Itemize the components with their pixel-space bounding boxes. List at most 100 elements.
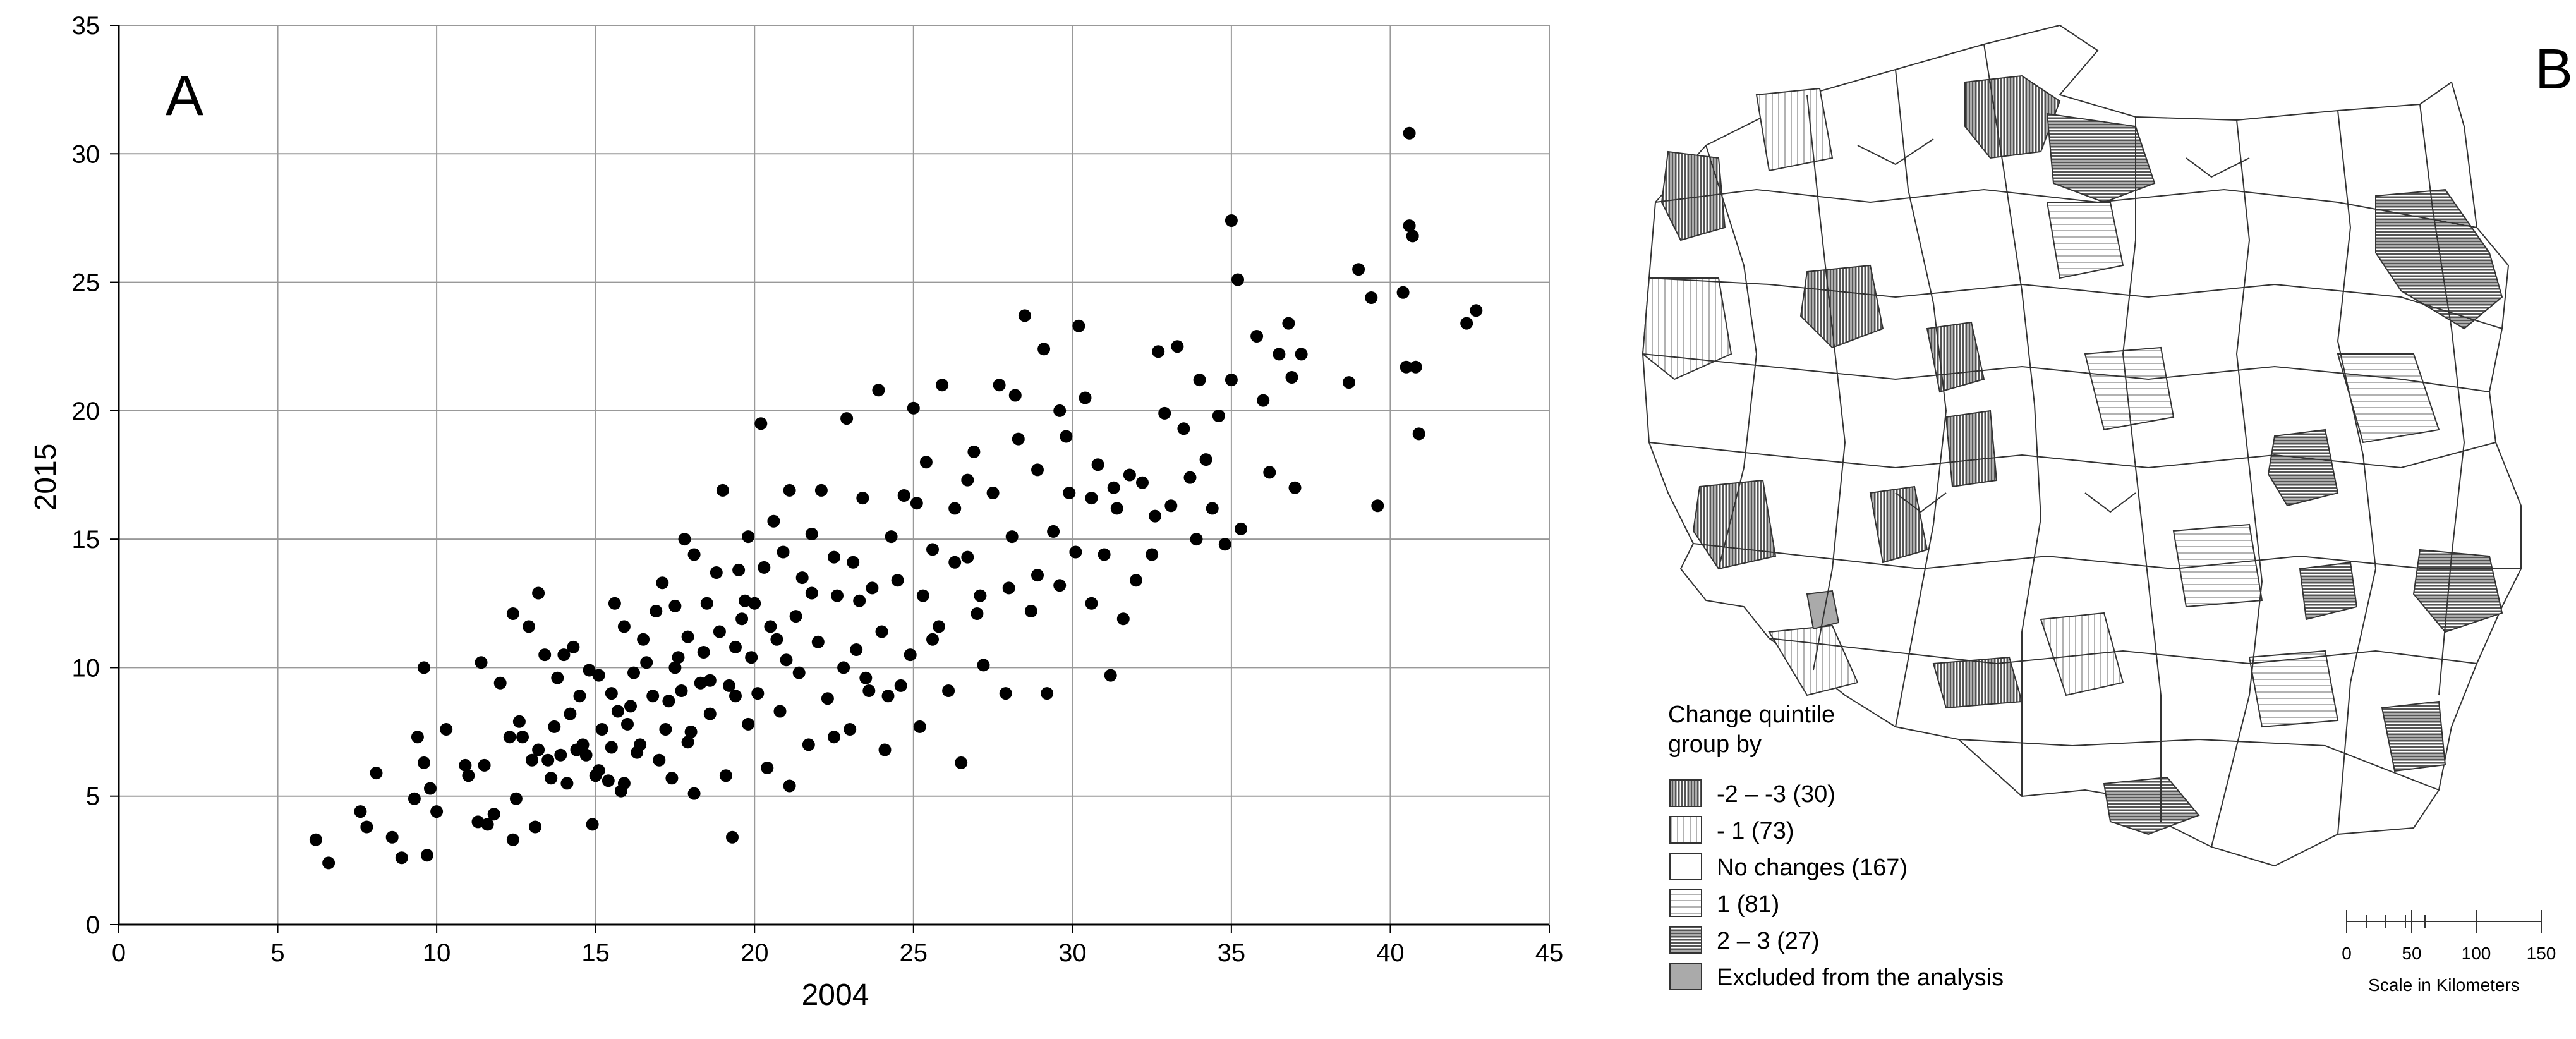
legend-swatch-none: [1669, 853, 1702, 880]
data-point: [1146, 548, 1159, 561]
x-tick-label: 35: [1218, 939, 1246, 967]
data-point: [837, 661, 850, 674]
data-point: [668, 599, 682, 612]
data-point: [1282, 317, 1295, 330]
data-point: [487, 808, 500, 821]
data-point: [862, 684, 876, 697]
data-point: [764, 620, 777, 633]
data-point: [309, 833, 322, 846]
legend-label: No changes (167): [1717, 854, 1908, 881]
region-horizontal-sparse: [2046, 202, 2124, 279]
data-point: [767, 514, 780, 528]
legend-swatch-vertical-sparse: [1669, 816, 1702, 844]
data-point: [418, 756, 430, 769]
legend-label: -2 – -3 (30): [1717, 781, 1835, 808]
data-point: [729, 640, 742, 653]
data-point: [370, 767, 383, 780]
data-point: [1365, 291, 1378, 304]
region-vertical-sparse: [2040, 612, 2124, 696]
legend-swatch-vertical-dense: [1669, 779, 1702, 807]
data-point: [1031, 569, 1044, 582]
data-point: [592, 764, 605, 777]
data-point: [602, 774, 615, 787]
x-tick-label: 20: [741, 939, 769, 967]
data-point: [1403, 219, 1416, 233]
data-point: [805, 586, 818, 600]
grid-lines: [118, 25, 1550, 925]
data-point: [831, 589, 844, 602]
data-point: [687, 787, 701, 800]
x-tick-label: 45: [1535, 939, 1564, 967]
data-point: [653, 753, 666, 767]
data-point: [1183, 471, 1197, 484]
data-point: [780, 653, 793, 667]
data-point: [529, 820, 542, 834]
data-point: [503, 731, 516, 744]
region-vertical-dense: [1692, 479, 1777, 570]
data-point: [844, 723, 857, 736]
data-point: [1225, 214, 1238, 227]
scale-label: Scale in Kilometers: [2368, 975, 2520, 995]
region-horizontal-dense: [2046, 112, 2156, 204]
region-horizontal-dense: [2299, 561, 2358, 621]
data-point: [1116, 612, 1130, 626]
data-point: [424, 782, 437, 795]
data-point: [761, 762, 774, 774]
data-point: [878, 743, 892, 756]
region-vertical-dense: [1932, 656, 2023, 709]
scale-tick-label: 50: [2402, 944, 2421, 963]
data-point: [694, 676, 707, 690]
data-point: [1098, 548, 1111, 561]
data-point: [986, 487, 1000, 499]
data-point: [739, 594, 752, 607]
data-point: [668, 661, 682, 674]
x-tick-label: 40: [1376, 939, 1405, 967]
data-point: [1152, 345, 1165, 358]
data-point: [493, 676, 507, 690]
data-point: [1063, 487, 1076, 499]
data-point: [564, 707, 577, 720]
data-point: [592, 669, 605, 682]
data-point: [1060, 430, 1073, 443]
data-point: [1041, 687, 1054, 700]
data-point: [1406, 229, 1419, 243]
data-point: [1400, 360, 1413, 374]
data-point: [586, 818, 599, 831]
data-point: [777, 545, 790, 559]
data-point: [646, 690, 660, 703]
data-point: [605, 741, 618, 754]
data-point: [1190, 533, 1203, 546]
data-point: [955, 756, 968, 769]
data-point: [926, 543, 939, 556]
data-point: [713, 625, 726, 638]
data-point: [723, 679, 735, 692]
region-vertical-dense: [1964, 75, 2061, 159]
data-point: [595, 723, 608, 736]
data-point: [557, 648, 571, 662]
data-point: [509, 792, 523, 805]
data-point: [532, 743, 545, 756]
y-tick-label: 0: [86, 911, 100, 939]
region-vertical-sparse: [1768, 624, 1859, 696]
y-axis-title: 2015: [29, 444, 63, 511]
data-point: [516, 731, 529, 744]
data-point: [1257, 394, 1270, 407]
data-point: [850, 643, 863, 656]
data-point: [1005, 530, 1019, 544]
data-point: [1193, 374, 1206, 387]
data-point: [637, 633, 650, 646]
y-tick-label: 5: [86, 783, 100, 811]
data-point: [471, 815, 485, 829]
data-point: [1403, 126, 1416, 140]
data-point: [1018, 309, 1031, 322]
data-point: [726, 830, 739, 844]
data-point: [885, 530, 898, 544]
data-point: [675, 684, 688, 697]
data-point: [421, 849, 433, 862]
data-point: [783, 483, 796, 497]
data-point: [512, 715, 526, 728]
data-point: [551, 671, 564, 684]
data-point: [1149, 509, 1162, 523]
data-point: [821, 692, 834, 705]
data-point: [478, 758, 491, 772]
